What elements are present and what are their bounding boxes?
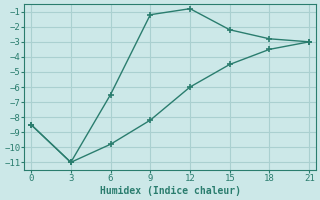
X-axis label: Humidex (Indice chaleur): Humidex (Indice chaleur) [100,186,241,196]
